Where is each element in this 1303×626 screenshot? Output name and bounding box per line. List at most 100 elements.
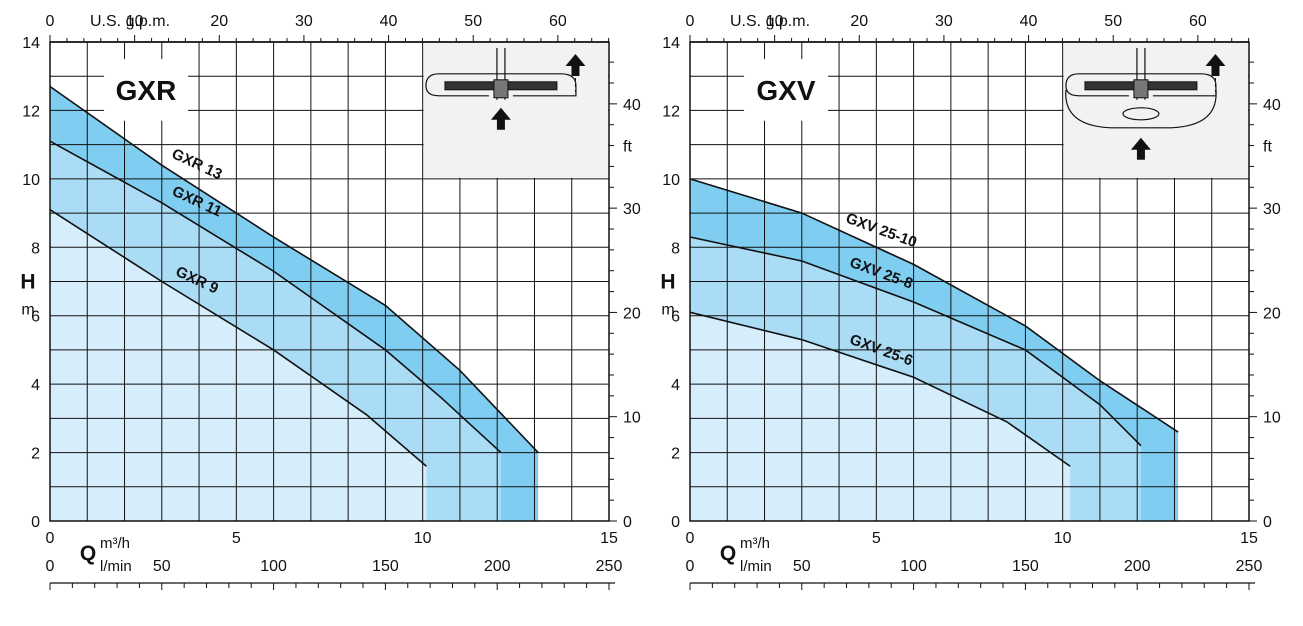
y-tick-label: 6 [31,309,40,326]
lmin-tick-label: 50 [793,558,811,575]
lmin-tick-label: 0 [686,558,695,575]
y-tick-label: 10 [22,172,40,189]
lmin-tick-label: 100 [260,558,287,575]
series-line-3 [689,311,1071,467]
gpm-tick-label: 20 [850,13,868,30]
ft-tick-label: 20 [1263,305,1281,322]
y-axis-label: H [20,271,35,294]
pump-schematic-icon [423,43,608,178]
x-axis-unit: m³/h [740,535,770,552]
arrow-up-icon [1130,137,1151,160]
operating-band-3 [50,209,427,521]
gpm-tick-label: 50 [464,13,482,30]
y-tick-label: 8 [671,240,680,257]
ft-tick-label: 0 [1263,514,1272,531]
gpm-tick-label: 30 [935,13,953,30]
ft-tick-label: 10 [623,410,641,427]
ft-tick-label: 30 [1263,201,1281,218]
y-tick-label: 0 [671,514,680,531]
x-secondary-unit: l/min [740,558,772,575]
impeller-hub [493,79,509,99]
gpm-tick-label: 40 [1020,13,1038,30]
lmin-tick-label: 200 [1124,558,1151,575]
ft-tick-label: 30 [623,201,641,218]
lmin-tick-label: 100 [900,558,927,575]
x-tick-label: 5 [872,530,881,547]
lmin-tick-label: 200 [484,558,511,575]
y-tick-label: 2 [671,446,680,463]
impeller-blade [1146,81,1198,91]
series-line-1 [689,178,1179,433]
title-background [104,59,188,121]
operating-band-3 [690,312,1071,521]
gpm-axis-label: U.S. g.p.m. [730,13,810,30]
chart-title-box: GXR [104,59,188,121]
gpm-tick-label: 60 [549,13,567,30]
x-secondary-unit: l/min [100,558,132,575]
ft-tick-label: 40 [623,97,641,114]
gpm-tick-label: 40 [380,13,398,30]
y-tick-label: 14 [662,35,680,52]
pump-volute [1065,89,1217,129]
gpm-tick-label: 10 [766,13,784,30]
series-line-2 [49,140,502,454]
y-tick-label: 0 [31,514,40,531]
pump-schematic-icon [1063,43,1248,178]
gpm-tick-label: 0 [686,13,695,30]
gpm-tick-label: 10 [126,13,144,30]
title-background [744,59,828,121]
lmin-tick-label: 0 [46,558,55,575]
y-tick-label: 8 [31,240,40,257]
gpm-tick-label: 30 [295,13,313,30]
lmin-tick-label: 250 [1236,558,1263,575]
y-axis-label: H [660,271,675,294]
y-tick-label: 12 [22,103,40,120]
x-axis-label: Q [80,542,96,565]
ft-axis-unit: ft [623,139,632,156]
x-tick-label: 10 [414,530,432,547]
y-tick-label: 12 [662,103,680,120]
x-tick-label: 0 [686,530,695,547]
impeller-blade [506,81,558,91]
ft-tick-label: 20 [623,305,641,322]
impeller-blade [1084,81,1136,91]
arrow-up-icon [1205,54,1226,76]
chart-title-box: GXV [744,59,828,121]
gpm-tick-label: 20 [210,13,228,30]
impeller-blade [444,81,496,91]
impeller-hub [1133,79,1149,99]
ft-tick-label: 40 [1263,97,1281,114]
ft-tick-label: 0 [623,514,632,531]
x-tick-label: 15 [1240,530,1258,547]
lmin-tick-label: 50 [153,558,171,575]
y-tick-label: 4 [31,377,40,394]
y-tick-label: 2 [31,446,40,463]
arrow-up-icon [490,107,511,130]
x-axis-unit: m³/h [100,535,130,552]
y-tick-label: 6 [671,309,680,326]
x-tick-label: 5 [232,530,241,547]
gpm-tick-label: 60 [1189,13,1207,30]
chart-title: GXV [756,75,815,106]
x-tick-label: 15 [600,530,618,547]
series-line-2 [689,236,1142,447]
pump-intake-ring [1122,107,1160,121]
gpm-axis-label: U.S. g.p.m. [90,13,170,30]
y-tick-label: 10 [662,172,680,189]
x-tick-label: 0 [46,530,55,547]
y-tick-label: 4 [671,377,680,394]
chart-title: GXR [116,75,177,106]
arrow-up-icon [565,54,586,76]
series-line-3 [49,208,427,467]
x-axis-label: Q [720,542,736,565]
y-axis-unit: m [21,302,34,319]
gpm-tick-label: 50 [1104,13,1122,30]
y-tick-label: 14 [22,35,40,52]
series-line-1 [49,85,539,454]
ft-axis-unit: ft [1263,139,1272,156]
lmin-tick-label: 150 [1012,558,1039,575]
y-axis-unit: m [661,302,674,319]
